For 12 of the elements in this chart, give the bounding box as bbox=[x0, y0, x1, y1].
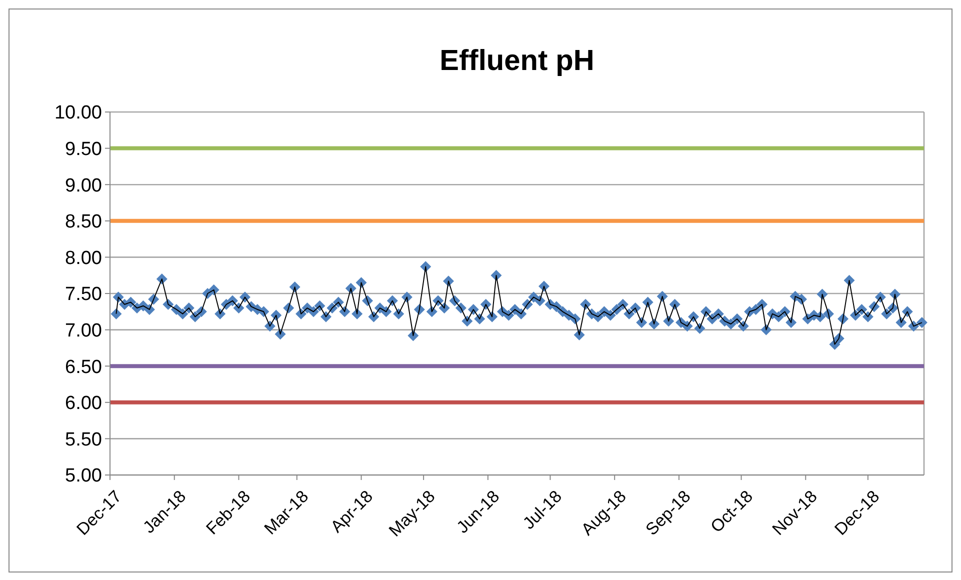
y-tick-label: 8.00 bbox=[65, 248, 102, 269]
y-tick-label: 6.50 bbox=[65, 356, 102, 378]
chart-title: Effluent pH bbox=[440, 45, 594, 77]
y-tick-label: 10.00 bbox=[54, 102, 102, 124]
y-tick-label: 6.00 bbox=[65, 393, 102, 414]
y-tick-label: 8.50 bbox=[65, 212, 102, 233]
y-tick-label: 9.50 bbox=[65, 138, 102, 160]
y-tick-label: 5.50 bbox=[65, 429, 102, 450]
y-tick-label: 7.00 bbox=[65, 320, 102, 342]
y-tick-label: 7.50 bbox=[65, 284, 102, 306]
y-tick-label: 9.00 bbox=[65, 175, 102, 196]
y-tick-label: 5.00 bbox=[65, 466, 102, 487]
